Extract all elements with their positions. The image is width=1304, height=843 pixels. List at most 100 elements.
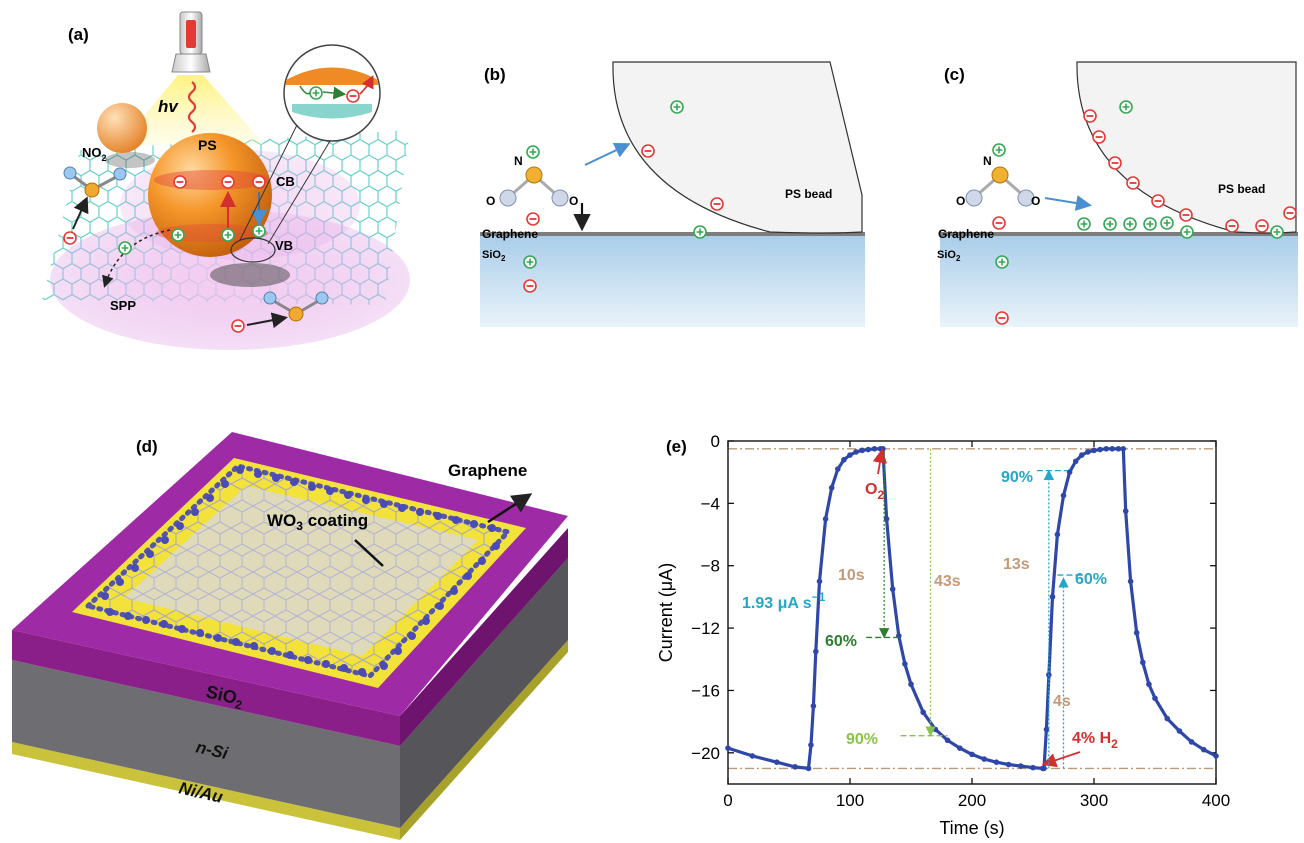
o-label: O — [1031, 194, 1040, 208]
time-4s-label: 4s — [1053, 693, 1071, 710]
electron-icon — [1083, 109, 1097, 123]
graphene-label: Graphene — [482, 227, 538, 241]
data-point — [1120, 445, 1127, 452]
y-tick-label: −16 — [691, 681, 720, 700]
ps-bead-label: PS bead — [785, 187, 832, 201]
data-point — [871, 445, 878, 452]
percent-90-label: 90% — [846, 731, 878, 748]
data-point — [822, 516, 829, 522]
percent-60-label: 60% — [1075, 571, 1107, 588]
electron-icon — [1092, 130, 1106, 144]
electron-icon — [221, 175, 235, 189]
data-point — [889, 586, 896, 592]
light-beam — [120, 75, 265, 145]
electron-icon — [231, 319, 245, 333]
x-tick-label: 400 — [1202, 791, 1230, 810]
x-tick-label: 100 — [836, 791, 864, 810]
data-point — [1103, 445, 1109, 452]
data-point — [1049, 594, 1056, 600]
data-point — [725, 745, 731, 751]
electron-icon — [1283, 206, 1297, 220]
y-tick-label: −8 — [701, 557, 720, 576]
hole-icon — [118, 241, 132, 255]
wo3-label: WO3 coating — [267, 511, 368, 533]
x-tick-label: 200 — [958, 791, 986, 810]
data-point — [1140, 659, 1146, 666]
sio2-label: SiO2 — [937, 249, 961, 263]
flashlight-icon — [171, 11, 211, 73]
hole-icon — [1119, 100, 1133, 114]
data-point — [1176, 728, 1183, 734]
sio2-substrate — [940, 235, 1298, 327]
o-label: O — [569, 194, 578, 208]
hole-icon — [1123, 217, 1137, 231]
data-point — [1213, 753, 1219, 759]
o-label: O — [956, 194, 965, 208]
data-point — [880, 445, 886, 452]
h2-arrow — [1041, 751, 1081, 768]
data-point — [920, 709, 926, 716]
percent-90-label: 90% — [1001, 469, 1033, 486]
data-point — [1097, 446, 1103, 453]
sio2-label: SiO2 — [482, 249, 506, 263]
no2-molecule — [263, 291, 329, 322]
data-point — [847, 452, 853, 458]
sio2-substrate — [480, 235, 865, 327]
time-13s-label: 13s — [1003, 556, 1030, 573]
electron-icon — [992, 216, 1006, 230]
chart: 0 100 200 300 400 0 −4 −8 −12 −16 −20 Time (s) Curre… — [656, 432, 1230, 838]
data-point — [993, 759, 1000, 765]
y-tick-label: −4 — [701, 494, 720, 513]
data-point — [859, 447, 865, 454]
data-point — [1201, 746, 1207, 753]
o-label: O — [486, 194, 495, 208]
spp-label: SPP — [110, 298, 136, 313]
electron-icon — [252, 175, 266, 189]
data-point — [1115, 445, 1122, 452]
y-tick-label: 0 — [711, 432, 720, 451]
x-axis-label: Time (s) — [939, 818, 1004, 838]
graphene-label: Graphene — [938, 227, 994, 241]
data-point — [944, 737, 951, 744]
hole-icon — [221, 228, 235, 242]
electron-icon — [1179, 208, 1193, 222]
ps-bead — [1076, 61, 1297, 234]
electron-icon — [63, 231, 77, 245]
o2-arrow — [872, 448, 888, 475]
hole-icon — [1103, 217, 1117, 231]
nsi-layer-side — [400, 558, 568, 828]
hole-icon — [995, 255, 1009, 269]
sio2-layer-side — [400, 528, 568, 746]
sio2-layer-front — [12, 630, 400, 746]
n-label: N — [983, 154, 992, 168]
electron-icon — [346, 89, 360, 103]
panel-a: (a) hv PS CB VB — [42, 11, 410, 350]
panel-b-label: (b) — [484, 65, 506, 84]
time-10s-label: 10s — [838, 567, 865, 584]
data-point — [1072, 458, 1079, 465]
hv-label: hv — [158, 97, 179, 116]
data-point — [774, 759, 780, 765]
niau-layer-side — [400, 640, 568, 840]
x-tick-label: 0 — [723, 791, 732, 810]
electron-icon — [526, 212, 540, 226]
data-point — [828, 484, 835, 491]
no2-label: NO2 — [82, 145, 107, 163]
data-point — [1152, 695, 1158, 702]
data-point — [1109, 445, 1116, 452]
data-point — [1164, 715, 1170, 722]
data-point — [1030, 764, 1036, 771]
graphene-atoms — [101, 466, 500, 676]
data-point — [932, 726, 939, 733]
photon-wave — [187, 81, 197, 133]
ps-shadow — [210, 263, 290, 287]
ps-bead-label: PS bead — [1218, 182, 1265, 196]
panel-c: (c) PS bead Graphene SiO2 N O O — [937, 61, 1298, 327]
data-point — [1127, 578, 1134, 585]
electron-icon — [1126, 176, 1140, 190]
hole-icon — [693, 225, 707, 239]
electron-icon — [1225, 219, 1239, 233]
y-axis-label: Current (μA) — [656, 563, 676, 662]
data-point — [749, 753, 756, 759]
wo3-pointer — [354, 539, 384, 567]
